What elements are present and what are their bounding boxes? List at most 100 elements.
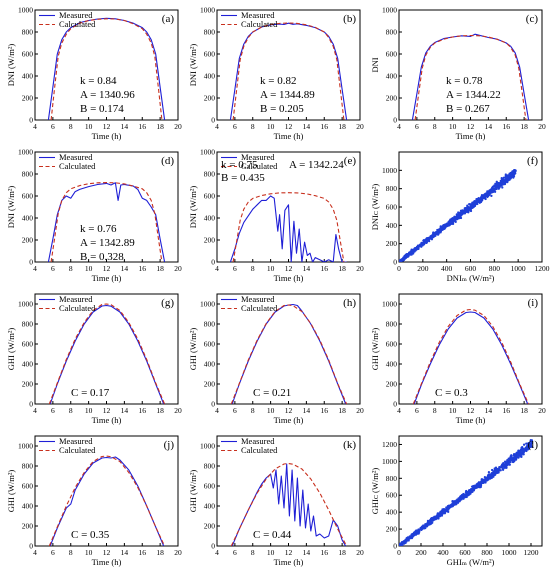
x-tick-label: 200 (417, 264, 429, 273)
scatter-point (494, 182, 497, 185)
y-tick-label: 200 (204, 380, 216, 389)
x-axis-label: Time (h) (92, 273, 122, 283)
scatter-point (491, 473, 494, 477)
series-line-measured (413, 311, 529, 404)
y-tick-label: 0 (393, 542, 397, 551)
scatter-point (404, 538, 407, 541)
y-tick-label: 200 (22, 236, 34, 245)
scatter-point (436, 512, 439, 515)
x-tick-label: 20 (356, 264, 364, 273)
annotation-c: C = 0.44 (253, 529, 292, 541)
legend-label: Calculated (241, 445, 278, 455)
x-tick-label: 20 (356, 548, 364, 557)
scatter-point (495, 184, 498, 187)
scatter-point (424, 238, 427, 241)
x-tick-label: 14 (485, 406, 493, 415)
series-line-calculated (414, 34, 527, 120)
scatter-point (455, 500, 458, 503)
panel-label: (a) (162, 13, 175, 25)
x-axis-label: Time (h) (92, 557, 122, 567)
legend-label: Measured (241, 152, 275, 162)
x-tick-label: 1200 (524, 548, 539, 557)
series-line-calculated (232, 192, 345, 262)
y-tick-label: 800 (204, 462, 216, 471)
legend-label: Measured (241, 436, 275, 446)
legend-label: Calculated (59, 303, 96, 313)
y-tick-label: 600 (22, 340, 34, 349)
scatter-point (483, 195, 486, 198)
scatter-point (530, 440, 533, 444)
annotation-line: B = 0.328 (80, 251, 124, 263)
scatter-point (468, 489, 471, 492)
scatter-point (504, 176, 507, 179)
x-tick-label: 6 (51, 264, 55, 273)
x-tick-label: 4 (397, 122, 401, 131)
scatter-point (490, 468, 494, 472)
scatter-point (479, 199, 482, 202)
scatter-point (414, 533, 418, 536)
scatter-point (513, 169, 516, 172)
y-tick-label: 200 (204, 522, 216, 531)
x-tick-label: 14 (121, 122, 129, 131)
scatter-point (481, 478, 484, 481)
scatter-point (404, 254, 407, 258)
y-tick-label: 1000 (18, 6, 33, 15)
y-tick-label: 800 (22, 320, 34, 329)
scatter-point (486, 478, 490, 481)
y-tick-label: 400 (204, 214, 216, 223)
y-tick-label: 600 (22, 482, 34, 491)
x-tick-label: 12 (285, 548, 293, 557)
x-tick-label: 16 (139, 122, 147, 131)
scatter-point (439, 227, 443, 231)
scatter-point (493, 467, 496, 470)
legend-label: Calculated (59, 445, 96, 455)
legend-label: Measured (59, 294, 93, 304)
x-tick-label: 20 (174, 548, 182, 557)
panel-label: (f) (527, 155, 538, 167)
scatter-point (441, 225, 445, 228)
annotation-line: k = 0.76 (80, 223, 117, 235)
y-tick-label: 400 (204, 72, 216, 81)
x-tick-label: 16 (503, 122, 511, 131)
x-tick-label: 18 (338, 548, 346, 557)
scatter-point (498, 186, 501, 189)
y-tick-label: 0 (211, 258, 215, 267)
scatter-point (496, 468, 500, 471)
scatter-point (512, 460, 515, 464)
x-tick-label: 8 (69, 548, 73, 557)
x-tick-label: 14 (303, 548, 311, 557)
annotation-line: k = 0.82 (260, 75, 296, 87)
scatter-point (432, 235, 435, 239)
scatter-point (493, 473, 497, 476)
x-tick-label: 12 (103, 548, 111, 557)
x-tick-label: 6 (51, 548, 55, 557)
y-tick-label: 1000 (382, 300, 397, 309)
x-tick-label: 20 (174, 264, 182, 273)
y-axis-label: GHI (W/m²) (372, 328, 380, 371)
x-tick-label: 4 (397, 406, 401, 415)
scatter-point (503, 466, 506, 469)
legend-label: Calculated (241, 303, 278, 313)
scatter-point (447, 510, 450, 514)
x-tick-label: 16 (321, 406, 329, 415)
series-line-measured (229, 195, 347, 262)
scatter-point (403, 257, 406, 260)
x-tick-label: 18 (156, 264, 164, 273)
legend-label: Measured (59, 152, 93, 162)
y-tick-label: 800 (204, 28, 216, 37)
scatter-point (454, 218, 457, 221)
x-tick-label: 1200 (535, 264, 550, 273)
y-axis-label: GHI (W/m²) (8, 470, 16, 513)
x-tick-label: 6 (51, 122, 55, 131)
scatter-point (501, 180, 505, 184)
y-tick-label: 0 (393, 400, 397, 409)
panel-label: (c) (526, 13, 539, 25)
y-tick-label: 200 (204, 236, 216, 245)
x-tick-label: 6 (51, 406, 55, 415)
x-tick-label: 1000 (511, 264, 526, 273)
